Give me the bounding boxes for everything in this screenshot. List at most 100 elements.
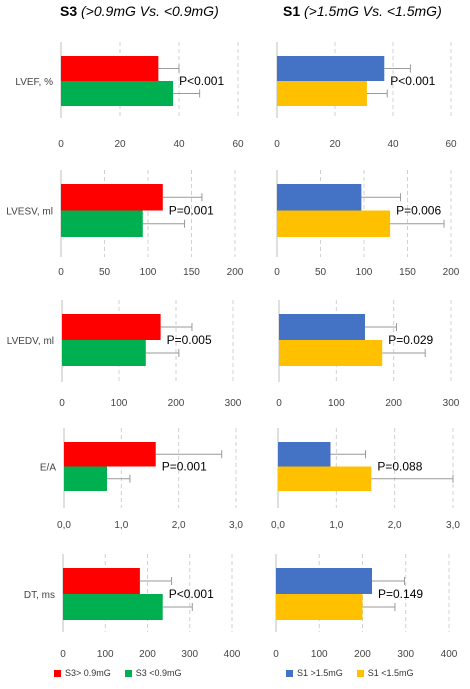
p-value-annotation: P=0.001: [169, 204, 214, 218]
bar: [61, 184, 163, 211]
x-tick-label: 100: [140, 267, 157, 278]
x-tick-label: 20: [114, 139, 126, 150]
bar: [61, 210, 143, 237]
x-tick-label: 40: [387, 139, 399, 150]
p-value-annotation: P<0.001: [390, 74, 435, 88]
legend-item: S3 <0.9mG: [124, 668, 182, 678]
x-tick-label: 0: [60, 649, 66, 660]
chart-panel: 0 50 100 150 200 P=0.001 LVESV, ml: [6, 170, 244, 278]
bar: [277, 81, 367, 106]
x-tick-label: 100: [328, 398, 345, 409]
x-tick-label: 200: [385, 398, 402, 409]
left-header-series: S3: [60, 3, 78, 19]
x-tick-label: 0,0: [271, 520, 285, 531]
legend-item: S3> 0.9mG: [54, 668, 111, 678]
x-tick-label: 150: [399, 267, 416, 278]
left-panel-header: S3 (>0.9mG Vs. <0.9mG): [60, 3, 219, 19]
x-tick-label: 20: [329, 139, 341, 150]
bar: [61, 56, 159, 81]
x-tick-label: 0: [274, 267, 280, 278]
bar: [63, 594, 163, 620]
category-label: LVESV, ml: [6, 207, 53, 218]
x-tick-label: 200: [168, 398, 185, 409]
x-tick-label: 200: [139, 649, 156, 660]
legend-swatch-red: [54, 669, 61, 677]
legend-swatch-green: [124, 669, 132, 677]
bar: [277, 210, 391, 237]
category-label: DT, ms: [24, 590, 55, 601]
bar: [62, 314, 161, 340]
x-tick-label: 3,0: [446, 520, 460, 531]
x-tick-label: 300: [225, 398, 242, 409]
bar: [278, 442, 331, 467]
p-value-annotation: P=0.088: [377, 460, 422, 474]
x-tick-label: 100: [356, 267, 373, 278]
legend-left: S3> 0.9mG S3 <0.9mG: [54, 668, 196, 678]
category-label: LVEF, %: [15, 77, 53, 88]
x-tick-label: 200: [227, 267, 244, 278]
x-tick-label: 0,0: [57, 520, 71, 531]
chart-panel: 0 100 200 300 400 P=0.149: [273, 554, 458, 660]
x-tick-label: 3,0: [229, 520, 243, 531]
category-label: E/A: [40, 463, 56, 474]
bar: [277, 184, 362, 211]
chart-panel: 0 100 200 300 P=0.005 LVEDV, ml: [7, 300, 242, 409]
x-tick-label: 50: [315, 267, 327, 278]
x-tick-label: 0: [276, 398, 282, 409]
x-tick-label: 100: [111, 398, 128, 409]
legend-item: S1 >1.5mG: [286, 668, 343, 678]
bar: [64, 466, 107, 491]
p-value-annotation: P=0.006: [396, 204, 441, 218]
x-tick-label: 60: [232, 139, 244, 150]
category-label: LVEDV, ml: [7, 336, 54, 347]
legend-label: S1 >1.5mG: [297, 668, 343, 678]
bar: [63, 568, 140, 594]
legend-label: S3 <0.9mG: [135, 668, 182, 678]
p-value-annotation: P=0.001: [162, 460, 207, 474]
chart-panel: 0 50 100 150 200 P=0.006: [274, 170, 460, 278]
x-tick-label: 0: [274, 139, 280, 150]
legend-label: S3> 0.9mG: [65, 668, 111, 678]
x-tick-label: 1,0: [329, 520, 343, 531]
legend-right: S1 >1.5mG S1 <1.5mG: [286, 668, 428, 678]
right-header-comparison: (>1.5mG Vs. <1.5mG): [304, 3, 442, 19]
x-tick-label: 200: [354, 649, 371, 660]
right-header-series: S1: [283, 3, 301, 19]
p-value-annotation: P<0.001: [179, 74, 224, 88]
chart-panel: 0 100 200 300 P=0.029: [276, 300, 460, 409]
x-tick-label: 400: [441, 649, 458, 660]
x-tick-label: 100: [311, 649, 328, 660]
x-tick-label: 0: [273, 649, 279, 660]
x-tick-label: 150: [183, 267, 200, 278]
x-tick-label: 400: [224, 649, 241, 660]
x-tick-label: 1,0: [114, 520, 128, 531]
x-tick-label: 0: [59, 398, 65, 409]
bar: [61, 81, 174, 106]
x-tick-label: 200: [443, 267, 460, 278]
chart-panel: 0,0 1,0 2,0 3,0 P=0.088: [271, 428, 460, 531]
bar: [62, 340, 146, 366]
x-tick-label: 300: [181, 649, 198, 660]
p-value-annotation: P<0.001: [169, 587, 214, 601]
p-value-annotation: P=0.029: [388, 333, 433, 347]
legend-swatch-gold: [356, 669, 364, 677]
p-value-annotation: P=0.149: [378, 587, 423, 601]
x-tick-label: 2,0: [388, 520, 402, 531]
bar: [64, 442, 156, 467]
bar: [277, 56, 385, 81]
bar: [278, 466, 372, 491]
legend-label: S1 <1.5mG: [367, 668, 414, 678]
chart-panel: 0,0 1,0 2,0 3,0 P=0.001 E/A: [40, 428, 243, 531]
bar: [276, 594, 363, 620]
bar: [279, 314, 365, 340]
x-tick-label: 0: [58, 139, 64, 150]
x-tick-label: 50: [99, 267, 111, 278]
x-tick-label: 300: [397, 649, 414, 660]
bar: [279, 340, 383, 366]
x-tick-label: 60: [445, 139, 457, 150]
x-tick-label: 100: [97, 649, 114, 660]
chart-panel: 0 20 40 60 P<0.001: [274, 42, 457, 150]
legend-swatch-blue: [286, 669, 293, 677]
x-tick-label: 0: [58, 267, 64, 278]
